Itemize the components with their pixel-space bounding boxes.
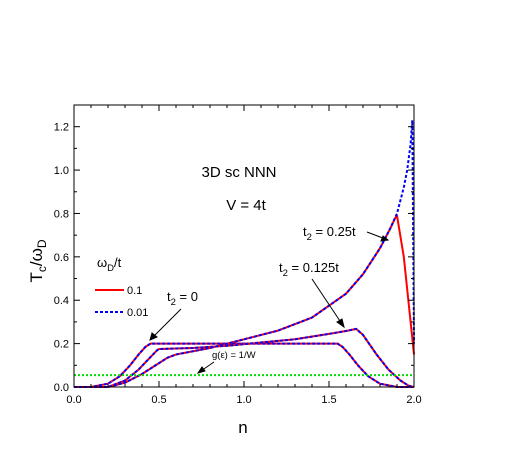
annotation-t2-zero-tail: = 0 <box>176 289 198 304</box>
annotation-t2-025-tail: = 0.25t <box>312 224 356 239</box>
legend-title-tail: /t <box>114 255 122 270</box>
annotation-dos: g(ε) = 1/W <box>212 350 256 361</box>
arrow-dos-head <box>196 366 206 374</box>
chart-title-line2: V = 4t <box>226 197 266 214</box>
y-tick-label: 0.6 <box>54 252 69 264</box>
series-layer <box>74 119 415 388</box>
annotation-t2-zero-main: t <box>167 289 171 304</box>
y-tick-label: 0.2 <box>54 339 69 351</box>
y-tick-label: 0.0 <box>54 382 69 394</box>
x-tick-label: 1.5 <box>321 394 336 406</box>
legend-title-sub: D <box>107 263 114 274</box>
legend-label-blue: 0.01 <box>127 307 148 319</box>
y-axis-label-sub1: c <box>35 266 49 272</box>
legend-title-main: ω <box>97 255 107 270</box>
y-tick-label: 1.2 <box>54 122 69 134</box>
arrow-t2-0125-head <box>336 318 345 329</box>
legend: ωD/t 0.1 0.01 <box>95 255 148 319</box>
chart-title-line1: 3D sc NNN <box>201 164 276 181</box>
y-tick-label: 0.4 <box>54 295 69 307</box>
ticks-layer: 0.0 0.5 1.0 1.5 2.0 0.0 0.2 0.4 0.6 0.8 1.0 1.2 <box>54 105 422 406</box>
y-axis-label-mid: /ω <box>27 248 46 266</box>
annotation-t2-025-sub: 2 <box>307 232 312 243</box>
annotation-t2-zero-sub: 2 <box>171 297 176 308</box>
annotation-t2-0125: t2 = 0.125t <box>279 260 339 279</box>
arrow-t2-0125 <box>311 278 345 328</box>
arrow-t2-025-head <box>380 235 390 242</box>
x-axis-label: n <box>238 418 247 437</box>
y-axis-label-main: T <box>27 272 46 282</box>
annotation-t2-025: t2 = 0.25t <box>303 224 356 243</box>
annotation-t2-025-main: t <box>303 224 307 239</box>
x-tick-label: 2.0 <box>406 394 421 406</box>
y-tick-label: 1.0 <box>54 165 69 177</box>
y-axis-label: Tc/ωD <box>27 239 49 282</box>
arrow-t2-zero-head <box>149 332 158 341</box>
x-tick-label: 1.0 <box>236 394 251 406</box>
x-tick-label: 0.0 <box>66 394 81 406</box>
annotation-arrows <box>149 231 390 374</box>
x-tick-label: 0.5 <box>151 394 166 406</box>
legend-label-red: 0.1 <box>127 285 142 297</box>
annotation-t2-0125-sub: 2 <box>283 268 288 279</box>
y-axis-label-sub2: D <box>35 239 49 248</box>
y-tick-label: 0.8 <box>54 208 69 220</box>
annotation-t2-zero: t2 = 0 <box>167 289 198 308</box>
series-line-3 <box>74 327 415 388</box>
arrow-t2-zero <box>149 308 182 341</box>
annotation-t2-0125-main: t <box>279 260 283 275</box>
series-line-4 <box>74 214 415 388</box>
legend-title: ωD/t <box>97 255 122 274</box>
annotation-t2-0125-tail: = 0.125t <box>288 260 339 275</box>
series-line-5 <box>74 119 415 388</box>
